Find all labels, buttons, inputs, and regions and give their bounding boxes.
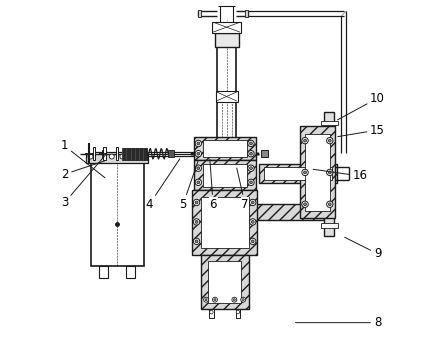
Circle shape [213,297,218,302]
Bar [86,154,148,163]
Bar [202,140,247,157]
Circle shape [109,154,114,159]
Circle shape [327,169,333,176]
Circle shape [304,203,306,206]
Circle shape [248,140,254,146]
Text: 6: 6 [210,159,217,211]
Circle shape [195,165,202,171]
Circle shape [232,297,237,302]
Bar [246,10,248,17]
Bar [236,308,240,318]
Bar [201,197,249,248]
Bar [261,150,268,157]
Circle shape [251,240,254,243]
Circle shape [250,167,252,169]
Text: 15: 15 [338,123,385,137]
Text: 2: 2 [61,161,104,181]
Circle shape [197,181,200,184]
Text: 8: 8 [295,316,381,329]
Circle shape [195,220,198,223]
Circle shape [251,220,254,223]
Circle shape [194,238,200,244]
Circle shape [302,137,308,144]
Circle shape [195,150,202,157]
Text: 16: 16 [313,169,367,182]
Bar [321,121,338,125]
Circle shape [194,219,200,225]
Circle shape [329,203,331,206]
Circle shape [242,299,244,301]
Circle shape [248,150,254,157]
Circle shape [210,310,213,314]
Circle shape [195,240,198,243]
Circle shape [302,169,308,176]
Circle shape [120,154,125,159]
Bar [194,137,256,160]
Circle shape [88,154,93,159]
Circle shape [141,154,146,159]
Circle shape [250,152,252,155]
Bar [208,261,242,303]
Bar [216,91,238,102]
Text: 10: 10 [337,92,385,120]
Circle shape [329,171,331,174]
Text: 5: 5 [179,161,198,211]
Circle shape [250,142,252,145]
Bar [93,147,95,160]
Text: 4: 4 [146,159,180,211]
Bar [321,223,338,228]
Circle shape [250,181,252,184]
Circle shape [327,137,333,144]
Bar [194,160,256,190]
Circle shape [304,171,306,174]
Bar [202,164,247,187]
Bar [126,266,135,279]
Bar [201,256,249,308]
Bar [305,134,330,211]
Bar [265,167,332,180]
Circle shape [197,152,200,155]
Circle shape [241,297,246,302]
Circle shape [250,219,256,225]
Bar [115,147,119,160]
Bar [197,204,325,220]
Bar [198,10,201,17]
Circle shape [329,139,331,142]
Bar [99,266,108,279]
Circle shape [250,238,256,244]
Circle shape [195,140,202,146]
Circle shape [248,179,254,186]
Bar [168,150,174,157]
Text: 3: 3 [61,155,105,209]
Bar [91,158,143,266]
Text: 9: 9 [345,237,381,260]
Text: 1: 1 [61,139,105,178]
Bar [259,164,337,183]
Bar [123,148,147,160]
Bar [214,33,238,47]
Bar [103,147,106,160]
Circle shape [194,199,200,206]
Bar [213,22,241,33]
Circle shape [195,201,198,204]
Circle shape [251,201,254,204]
Circle shape [204,297,209,302]
Circle shape [233,299,235,301]
Circle shape [302,201,308,208]
Bar [325,112,334,236]
Circle shape [214,299,216,301]
Circle shape [195,179,202,186]
Circle shape [205,299,207,301]
Text: 7: 7 [237,168,249,211]
Bar [209,308,214,318]
Circle shape [197,167,200,169]
Circle shape [197,142,200,145]
Circle shape [250,199,256,206]
Circle shape [248,165,254,171]
Bar [300,126,335,218]
Circle shape [304,139,306,142]
Circle shape [236,310,240,314]
Circle shape [327,201,333,208]
Bar [192,190,258,256]
